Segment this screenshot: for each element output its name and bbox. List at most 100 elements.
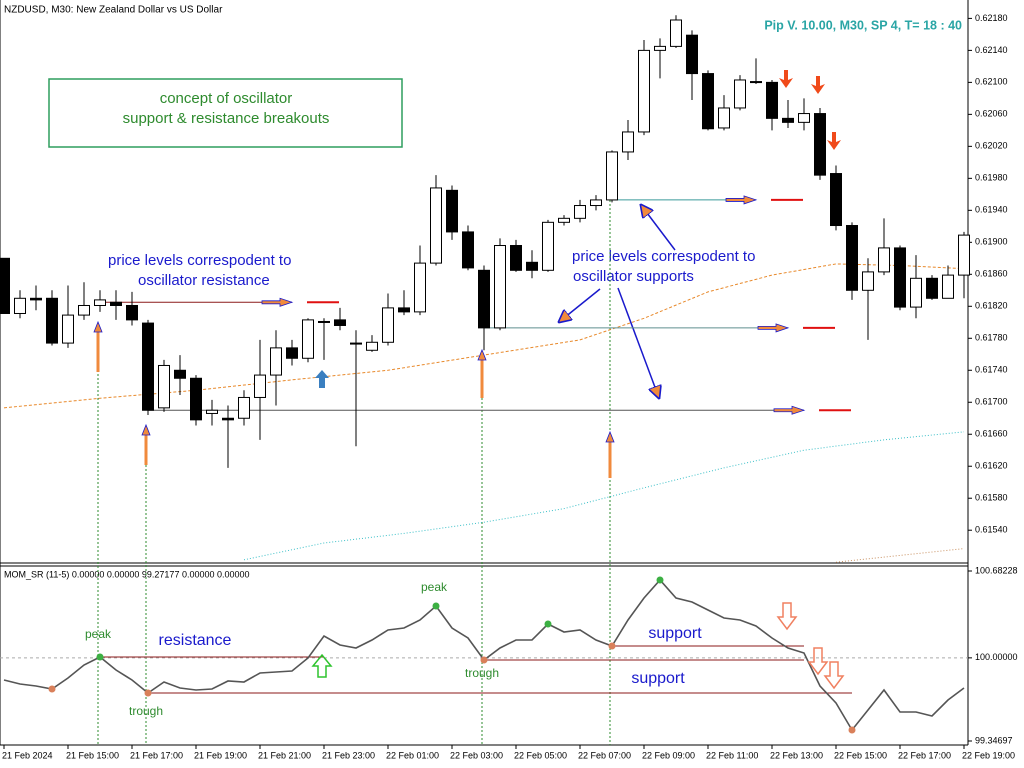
candle-body [398, 307, 410, 313]
candle-body [910, 277, 922, 308]
osc-up-arrow [311, 653, 333, 678]
moving-average [835, 548, 965, 563]
candle-body [830, 173, 842, 227]
pointer-arrow [559, 288, 601, 322]
candle-body [430, 187, 442, 264]
candle-body [30, 297, 42, 301]
indicator-title: MOM_SR (11-5) 0.00000 0.00000 99.27177 0… [4, 569, 250, 579]
candle-body [638, 49, 650, 133]
candle-body [110, 301, 122, 306]
candle-body [126, 304, 138, 321]
x-tick-label: 21 Feb 15:00 [66, 750, 119, 760]
peak-dot [544, 620, 552, 628]
peak-dot [432, 602, 440, 610]
candle-body [670, 19, 682, 47]
candle-body [542, 221, 554, 271]
annotation: resistance [159, 632, 232, 649]
annotation: support [648, 625, 702, 642]
candle-body [926, 277, 938, 299]
y-tick-label: 0.61860 [975, 269, 1008, 279]
candle-body [334, 319, 346, 326]
y-tick-label: 0.61540 [975, 525, 1008, 535]
y-tick-label: 0.62140 [975, 45, 1008, 55]
candle-body [942, 274, 954, 299]
info-label: Pip V. 10.00, M30, SP 4, T= 18 : 40 [764, 18, 962, 32]
level-arrow [773, 405, 806, 415]
candle-body [510, 245, 522, 271]
y-tick-label: 0.61700 [975, 397, 1008, 407]
candle-body [494, 245, 506, 329]
note-text: oscillator supports [573, 268, 694, 285]
buy-arrow-head [477, 348, 487, 361]
x-tick-label: 22 Feb 17:00 [898, 750, 951, 760]
candle-body [174, 369, 186, 379]
candle-body [318, 320, 330, 323]
x-tick-label: 21 Feb 2024 [2, 750, 53, 760]
x-tick-label: 22 Feb 05:00 [514, 750, 567, 760]
y-tick-label: 0.62180 [975, 13, 1008, 23]
x-tick-label: 22 Feb 07:00 [578, 750, 631, 760]
trough-dot [144, 689, 152, 697]
x-tick-label: 21 Feb 21:00 [258, 750, 311, 760]
osc-down-arrow [776, 602, 798, 631]
note-text: price levels correspodent to [108, 252, 291, 269]
candle-body [158, 364, 170, 409]
peak-dot [656, 576, 664, 584]
annotation: trough [129, 704, 163, 718]
box-text: concept of oscillator [160, 90, 293, 107]
candle-body [622, 131, 634, 153]
candle-body [142, 322, 154, 411]
candle-body [718, 107, 730, 129]
osc-down-arrow [807, 647, 829, 676]
x-tick-label: 22 Feb 09:00 [642, 750, 695, 760]
trough-dot [480, 656, 488, 664]
annotation: support [631, 670, 685, 687]
candle-body [78, 304, 90, 316]
candle-body [94, 299, 106, 306]
candle-body [190, 377, 202, 421]
trough-dot [48, 685, 56, 693]
candle-body [286, 347, 298, 359]
candle-body [750, 81, 762, 84]
candle-body [878, 247, 890, 273]
annotation: peak [85, 627, 112, 641]
candle-body [366, 341, 378, 351]
candle-body [254, 374, 266, 398]
candle-body [206, 409, 218, 414]
candle-body [558, 217, 570, 223]
candle-body [222, 417, 234, 421]
level-arrow [725, 195, 758, 205]
candle-body [526, 261, 538, 271]
y-tick-label: 0.61820 [975, 301, 1008, 311]
x-tick-label: 22 Feb 11:00 [706, 750, 758, 760]
x-tick-label: 21 Feb 17:00 [130, 750, 183, 760]
candle-body [574, 205, 586, 219]
trough-dot [848, 726, 856, 734]
y-tick-label: 0.61780 [975, 333, 1008, 343]
y-tick-label: 100.68228 [975, 565, 1018, 575]
candle-body [686, 34, 698, 75]
candle-body [414, 262, 426, 313]
buy-arrow-head [605, 430, 615, 443]
candle-body [0, 257, 10, 314]
candle-body [846, 225, 858, 291]
concept-box [48, 78, 403, 148]
candle-body [894, 247, 906, 308]
pointer-arrow [641, 205, 676, 251]
candle-body [862, 271, 874, 291]
y-tick-label: 100.00000 [975, 652, 1018, 662]
candle-body [382, 307, 394, 343]
x-tick-label: 22 Feb 13:00 [770, 750, 823, 760]
y-tick-label: 0.61740 [975, 365, 1008, 375]
candle-body [270, 347, 282, 376]
trough-dot [608, 642, 616, 650]
peak-dot [96, 653, 104, 661]
candle-body [654, 45, 666, 51]
candle-body [14, 297, 26, 314]
annotation: peak [421, 580, 448, 594]
candle-body [350, 342, 362, 345]
candle-body [606, 151, 618, 201]
candle-body [782, 117, 794, 123]
y-tick-label: 0.61940 [975, 205, 1008, 215]
